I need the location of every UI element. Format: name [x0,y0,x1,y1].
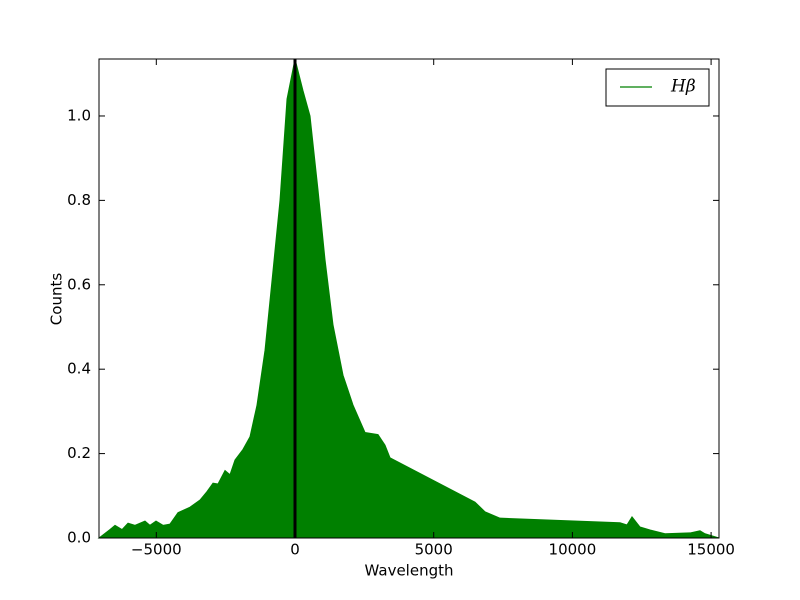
x-tick-label: −5000 [131,541,182,559]
x-tick-label: 10000 [549,541,597,559]
legend-label: Hβ [670,77,696,97]
x-axis-label: Wavelength [365,562,454,580]
y-tick-label: 1.0 [67,106,91,124]
y-axis-label: Counts [48,273,66,326]
x-tick-label: 0 [290,541,300,559]
x-tick-label: 15000 [687,541,735,559]
y-tick-label: 0.0 [67,529,91,547]
y-tick-label: 0.6 [67,275,91,293]
plot-frame [98,58,720,539]
area [97,58,720,539]
y-tick-label: 0.2 [67,444,91,462]
y-tick-label: 0.4 [67,360,91,378]
x-tick-label: 5000 [415,541,453,559]
y-tick-label: 0.8 [67,191,91,209]
